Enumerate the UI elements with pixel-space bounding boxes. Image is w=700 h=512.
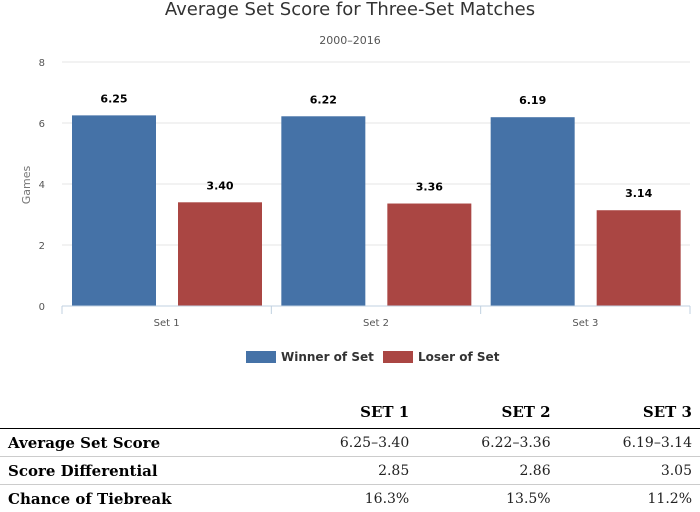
table-row: Score Differential 2.85 2.86 3.05 bbox=[0, 457, 700, 485]
data-label: 3.36 bbox=[416, 181, 443, 194]
bar bbox=[491, 117, 575, 306]
bars bbox=[72, 115, 681, 306]
data-label: 3.14 bbox=[625, 187, 652, 200]
x-tick-label: Set 1 bbox=[154, 318, 180, 329]
chart-subtitle: 2000–2016 bbox=[319, 34, 381, 47]
chart-title: Average Set Score for Three-Set Matches bbox=[165, 0, 535, 20]
legend-label: Loser of Set bbox=[418, 350, 500, 364]
data-label: 3.40 bbox=[206, 179, 233, 192]
legend-swatch bbox=[383, 351, 413, 363]
table-row: Average Set Score 6.25–3.40 6.22–3.36 6.… bbox=[0, 429, 700, 457]
y-tick-label: 2 bbox=[39, 241, 45, 252]
y-tick-label: 8 bbox=[39, 58, 45, 69]
bar bbox=[281, 116, 365, 306]
data-label: 6.25 bbox=[100, 92, 127, 105]
table-cell: 6.22–3.36 bbox=[417, 429, 558, 457]
table-header-row: SET 1 SET 2 SET 3 bbox=[0, 398, 700, 429]
table-cell: 2.85 bbox=[276, 457, 417, 485]
table-cell: 3.05 bbox=[559, 457, 700, 485]
legend-swatch bbox=[246, 351, 276, 363]
bar bbox=[387, 204, 471, 306]
stats-table: SET 1 SET 2 SET 3 Average Set Score 6.25… bbox=[0, 398, 700, 512]
table-header-set-3: SET 3 bbox=[559, 398, 700, 429]
legend-label: Winner of Set bbox=[281, 350, 374, 364]
data-label: 6.19 bbox=[519, 94, 546, 107]
y-axis-title: Games bbox=[20, 165, 33, 204]
bar bbox=[597, 210, 681, 306]
y-tick-label: 4 bbox=[39, 180, 45, 191]
grid-lines bbox=[62, 62, 690, 245]
y-tick-label: 0 bbox=[39, 302, 45, 313]
bar bbox=[72, 115, 156, 306]
table-row: Chance of Tiebreak 16.3% 13.5% 11.2% bbox=[0, 485, 700, 512]
x-tick-label: Set 2 bbox=[363, 318, 389, 329]
table-header-set-2: SET 2 bbox=[417, 398, 558, 429]
table-cell: 16.3% bbox=[276, 485, 417, 512]
chart-container: Average Set Score for Three-Set Matches … bbox=[0, 0, 700, 375]
bar bbox=[178, 202, 262, 306]
table-header-set-1: SET 1 bbox=[276, 398, 417, 429]
row-label: Chance of Tiebreak bbox=[0, 485, 276, 512]
row-label: Score Differential bbox=[0, 457, 276, 485]
table-cell: 2.86 bbox=[417, 457, 558, 485]
y-tick-label: 6 bbox=[39, 119, 45, 130]
row-label: Average Set Score bbox=[0, 429, 276, 457]
bar-chart: Average Set Score for Three-Set Matches … bbox=[0, 0, 700, 375]
table-header-blank bbox=[0, 398, 276, 429]
table-cell: 6.19–3.14 bbox=[559, 429, 700, 457]
table-cell: 13.5% bbox=[417, 485, 558, 512]
data-label: 6.22 bbox=[310, 93, 337, 106]
x-tick-label: Set 3 bbox=[572, 318, 598, 329]
table-cell: 6.25–3.40 bbox=[276, 429, 417, 457]
table-cell: 11.2% bbox=[559, 485, 700, 512]
legend: Winner of Set Loser of Set bbox=[246, 350, 500, 364]
